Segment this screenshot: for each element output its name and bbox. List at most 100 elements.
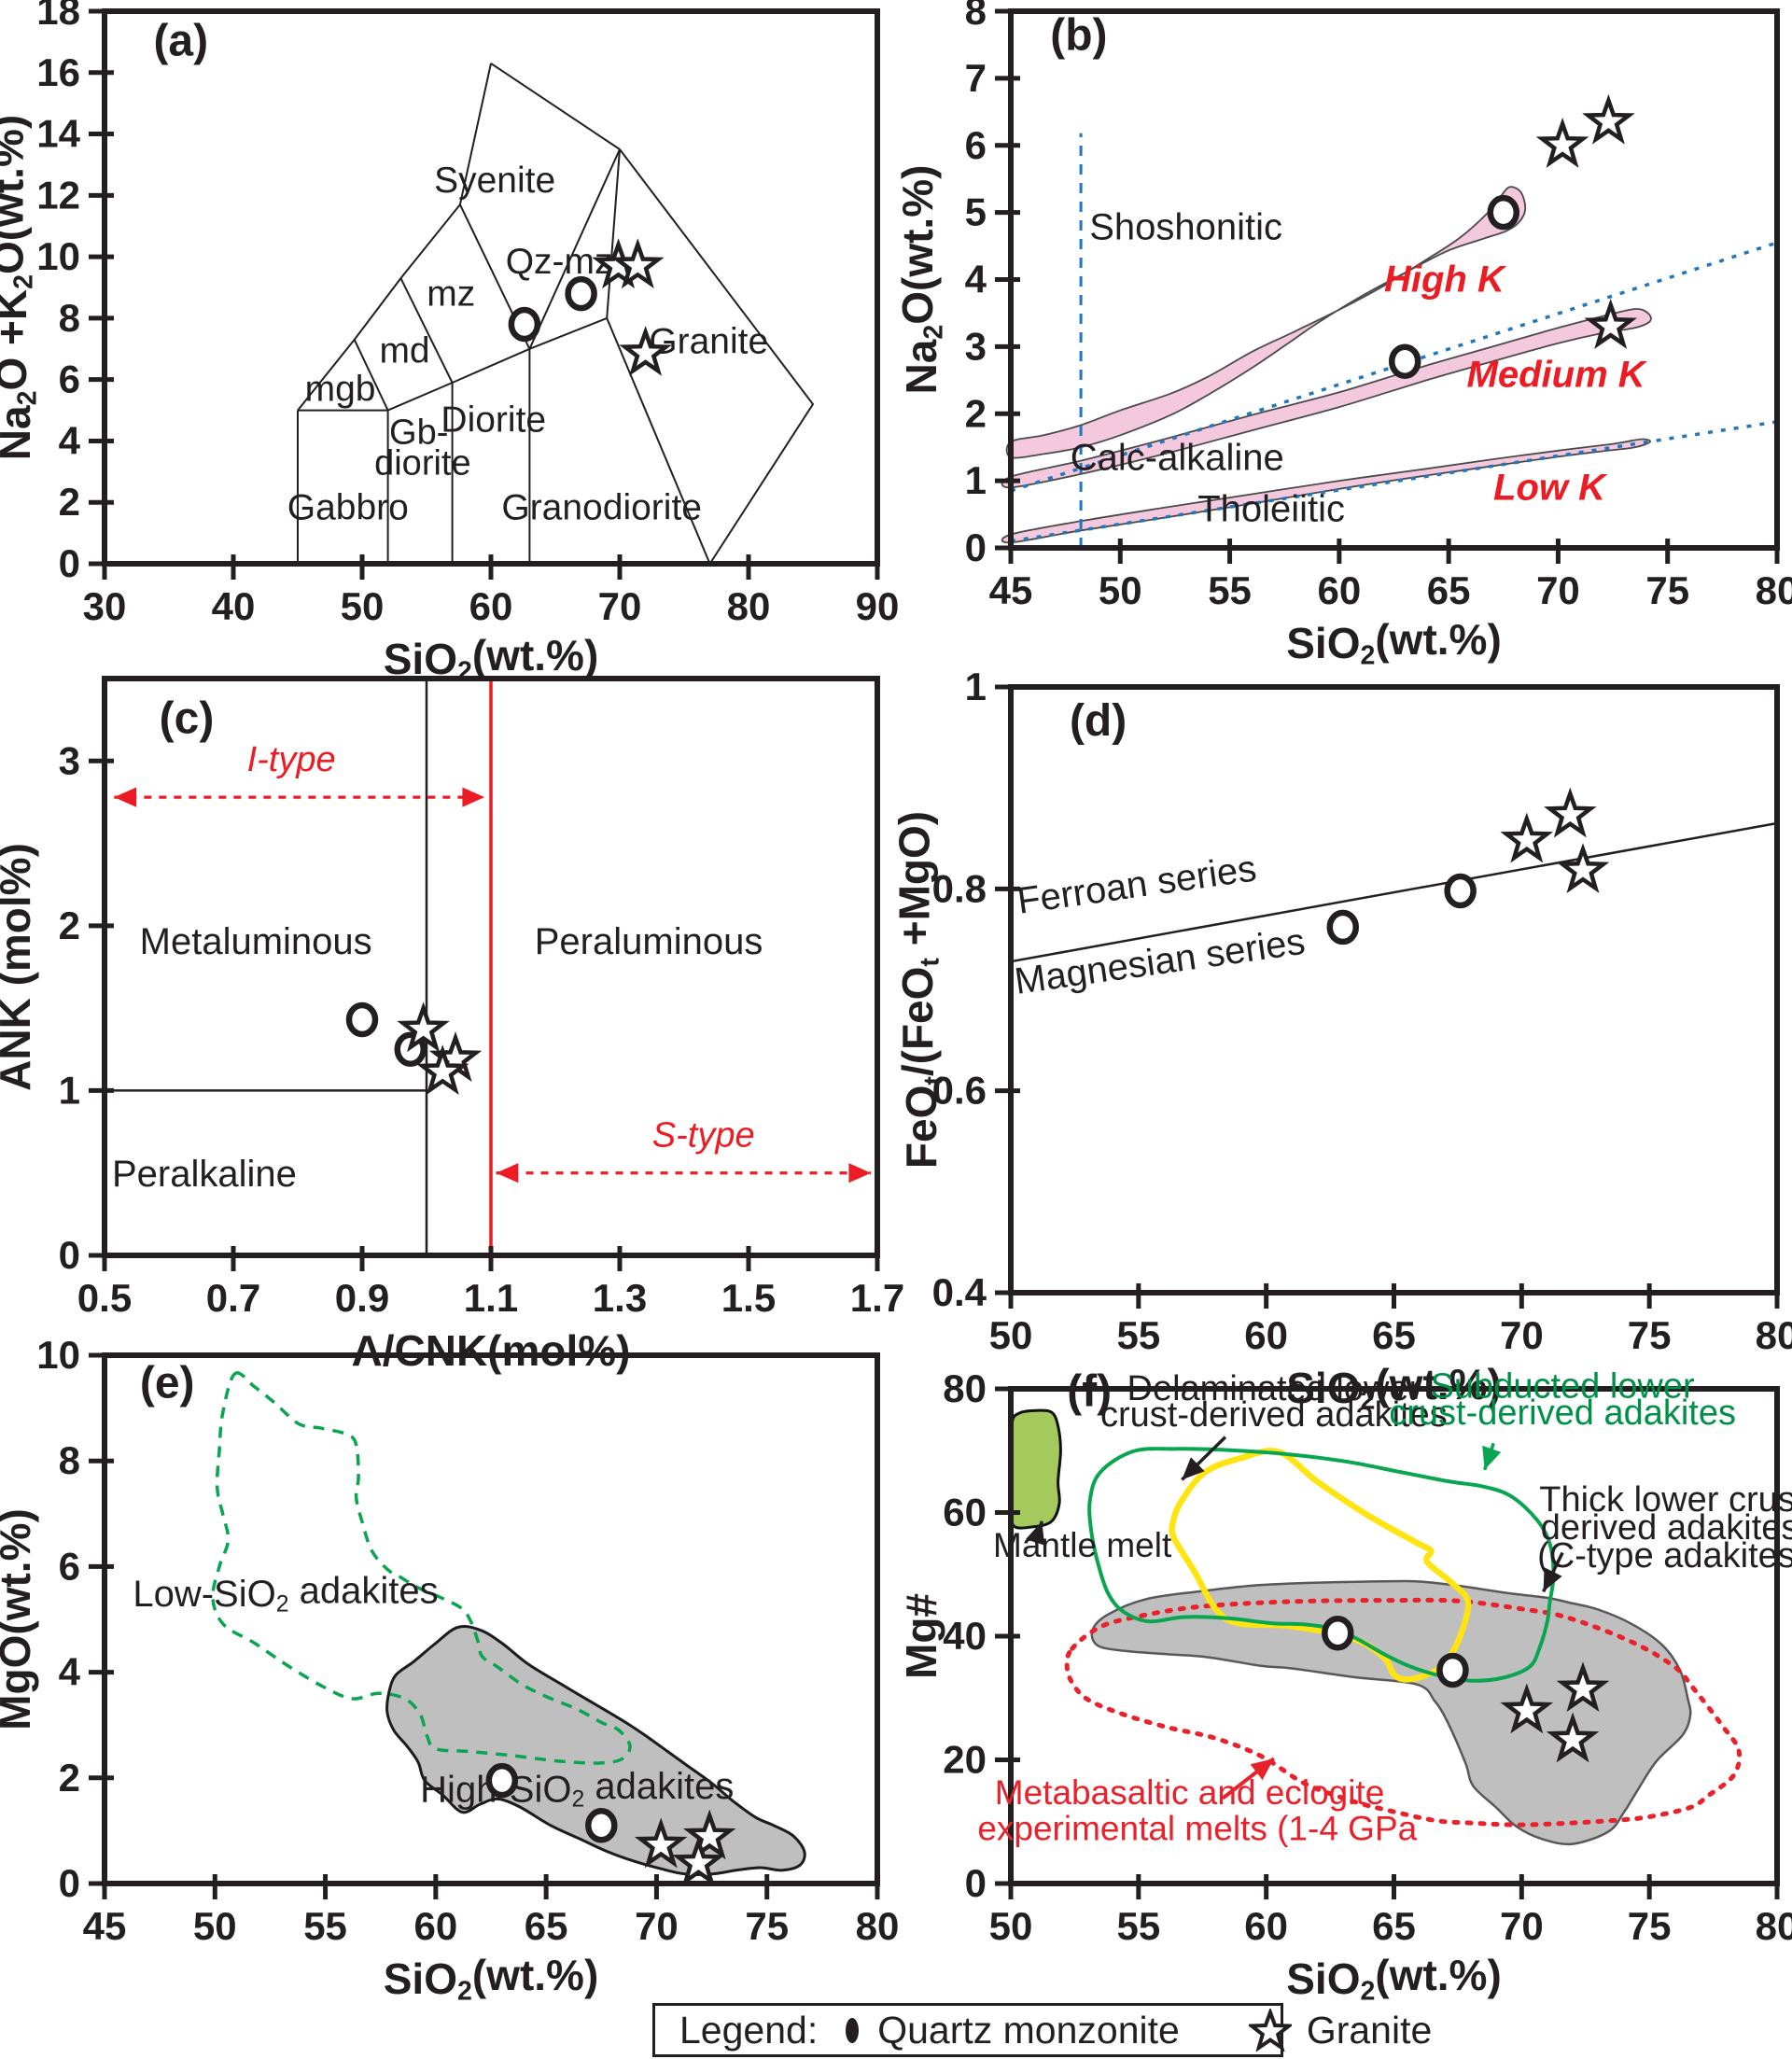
y-tick-label: 0.4 (932, 1270, 987, 1314)
arrowhead (1543, 1567, 1562, 1592)
x-tick-label: 80 (856, 1904, 900, 1948)
panel-a-label-7: Gabbro (287, 487, 409, 527)
y-tick-label: 1 (965, 665, 987, 708)
granite-point (415, 1044, 469, 1096)
x-tick-label: 55 (1208, 568, 1252, 612)
quartz-monzonite-point (585, 1807, 618, 1843)
x-tick-label: 55 (303, 1904, 347, 1948)
quartz-monzonite-point (485, 1762, 519, 1799)
quartz-monzonite-point (1444, 873, 1477, 909)
y-tick-label: 0 (59, 1861, 80, 1905)
panel-f-label-7: Mantle melt (993, 1526, 1172, 1564)
arrowhead (462, 787, 485, 807)
panel-f-arrow-4 (1221, 1757, 1276, 1800)
star-glyph-path (1248, 2009, 1292, 2052)
x-tick-label: 60 (1244, 1904, 1288, 1948)
x-tick-label: 70 (635, 1904, 679, 1948)
panel-c-label-1: S-type (652, 1115, 755, 1155)
panel-c-arrow-1 (496, 1163, 872, 1184)
panel-b-y-axis-title: Na2O(wt.%) (893, 165, 948, 395)
y-tick-label: 3 (965, 324, 987, 368)
panel-a-line-5 (387, 316, 608, 412)
panel-a-label-1: Qz-mz (506, 242, 613, 282)
panel-b-label-3: Medium K (1467, 355, 1648, 396)
panel-f-arrow-0 (1181, 1436, 1227, 1481)
y-tick-label: 60 (943, 1491, 987, 1534)
arrowhead (496, 1163, 519, 1184)
panel-f-region-1 (1064, 1597, 1743, 1828)
panel-a-y-axis-title: Na2O +K2O(wt.%) (0, 115, 42, 460)
granite-point (672, 1835, 725, 1886)
circle-marker-icon (846, 2017, 860, 2043)
panel-a-label-0: Syenite (434, 161, 555, 201)
panel-f-label-2: Subducted lower (1431, 1366, 1695, 1406)
quartz-monzonite-point (1388, 343, 1421, 379)
arrowhead (1182, 1457, 1205, 1480)
panel-b-label-2: Calc-alkaline (1071, 438, 1284, 479)
x-tick-label: 80 (727, 584, 771, 628)
legend-item-quartz-monzonite: Quartz monzonite (877, 2008, 1180, 2052)
panel-e-x-axis-title: SiO2(wt.%) (384, 1951, 599, 2006)
panel-e-label-0: Low-SiO2 adakites (133, 1571, 438, 1618)
quartz-monzonite-point (565, 275, 597, 312)
x-tick-label: 0.5 (77, 1276, 132, 1320)
x-tick-label: 1.7 (850, 1276, 904, 1320)
y-tick-label: 0.6 (932, 1069, 987, 1113)
x-tick-label: 45 (989, 568, 1033, 612)
quartz-monzonite-point (345, 1001, 379, 1038)
panel-a: 30 40 50 60 70 80 90 0 2 4 6 8 10 12 14 16 18 SiO2(wt.%) N… (0, 0, 899, 686)
x-tick-label: 75 (1628, 1313, 1672, 1357)
arrowhead (114, 787, 137, 807)
y-tick-label: 2 (59, 1756, 80, 1800)
granite-point (610, 238, 665, 289)
x-tick-label: 50 (1099, 568, 1142, 612)
x-tick-label: 50 (989, 1313, 1033, 1357)
granite-point (1556, 1661, 1610, 1713)
x-tick-label: 75 (745, 1904, 789, 1948)
panel-e-letter: (e) (140, 1358, 195, 1408)
y-tick-label: 0 (965, 1861, 987, 1905)
x-tick-label: 80 (1756, 568, 1792, 612)
panel-b-label-4: Tholeiitic (1197, 488, 1345, 529)
quartz-monzonite-point (508, 306, 541, 343)
granite-point (397, 1001, 450, 1053)
panel-a-x-axis-title: SiO2(wt.%) (384, 631, 599, 686)
panel-c-letter: (c) (160, 693, 215, 743)
granite-point (619, 325, 672, 376)
x-tick-label: 45 (83, 1904, 127, 1948)
panel-e: 45 50 55 60 65 70 75 80 0 2 4 6 8 10 SiO2(wt.%) MgO(wt.… (0, 1333, 899, 2006)
x-tick-label: 70 (1500, 1313, 1544, 1357)
x-tick-label: 30 (83, 584, 127, 628)
panel-c-label-0: I-type (247, 740, 336, 779)
panel-c-label-3: Peraluminous (535, 921, 763, 962)
panel-a-label-3: md (379, 331, 429, 371)
panel-a-line-14 (606, 317, 711, 565)
quartz-monzonite-point (1322, 1615, 1354, 1651)
quartz-monzonite-point (1487, 194, 1520, 231)
y-tick-label: 20 (943, 1738, 987, 1782)
granite-point (1544, 787, 1597, 838)
panel-f-x-axis-title: SiO2(wt.%) (1286, 1951, 1502, 2006)
panel-c-arrow-0 (114, 787, 485, 807)
x-tick-label: 90 (856, 584, 900, 628)
panel-f: 50 55 60 65 70 75 80 0 20 40 60 80 SiO2(wt.%) Mg# (f) D… (897, 1366, 1792, 2006)
panel-f-label-5: derived adakites (1541, 1508, 1792, 1548)
x-tick-label: 65 (1372, 1904, 1416, 1948)
granite-point (634, 1817, 688, 1869)
y-tick-label: 8 (965, 0, 987, 33)
panel-a-label-9: Granodiorite (501, 487, 702, 527)
x-tick-label: 65 (1372, 1313, 1416, 1357)
x-tick-label: 1.3 (593, 1276, 647, 1320)
panel-d-frame (1008, 684, 1780, 1296)
x-tick-label: 60 (469, 584, 513, 628)
panel-a-label-2: mz (427, 274, 475, 315)
x-tick-label: 60 (1317, 568, 1361, 612)
y-tick-label: 8 (59, 1438, 80, 1482)
x-tick-label: 80 (1756, 1904, 1792, 1948)
y-tick-label: 7 (965, 56, 987, 100)
panel-a-line-12 (528, 148, 621, 350)
x-tick-label: 80 (1756, 1313, 1792, 1357)
y-tick-label: 4 (59, 1650, 81, 1694)
x-tick-label: 50 (193, 1904, 237, 1948)
